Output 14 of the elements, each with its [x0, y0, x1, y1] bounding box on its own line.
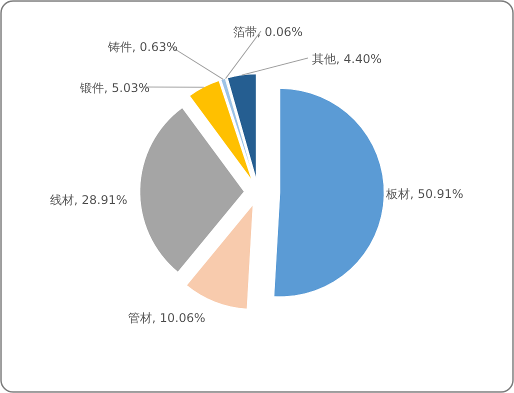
- data-label: , 10.06%: [152, 311, 206, 325]
- data-label: , 28.91%: [74, 193, 128, 207]
- slice-label: 线材: [50, 193, 74, 207]
- data-label: , 0.63%: [132, 40, 178, 54]
- slice-label: 板材: [385, 187, 410, 201]
- data-label: , 0.06%: [257, 25, 303, 39]
- data-label: , 50.91%: [410, 187, 464, 201]
- slice-label: 箔带: [233, 25, 257, 39]
- slice-label: 铸件: [107, 40, 132, 54]
- slice-label: 锻件: [79, 81, 104, 95]
- slice-label: 其他: [312, 52, 336, 66]
- data-label: , 5.03%: [104, 81, 150, 95]
- data-label: , 4.40%: [336, 52, 382, 66]
- slice-label: 管材: [128, 311, 152, 325]
